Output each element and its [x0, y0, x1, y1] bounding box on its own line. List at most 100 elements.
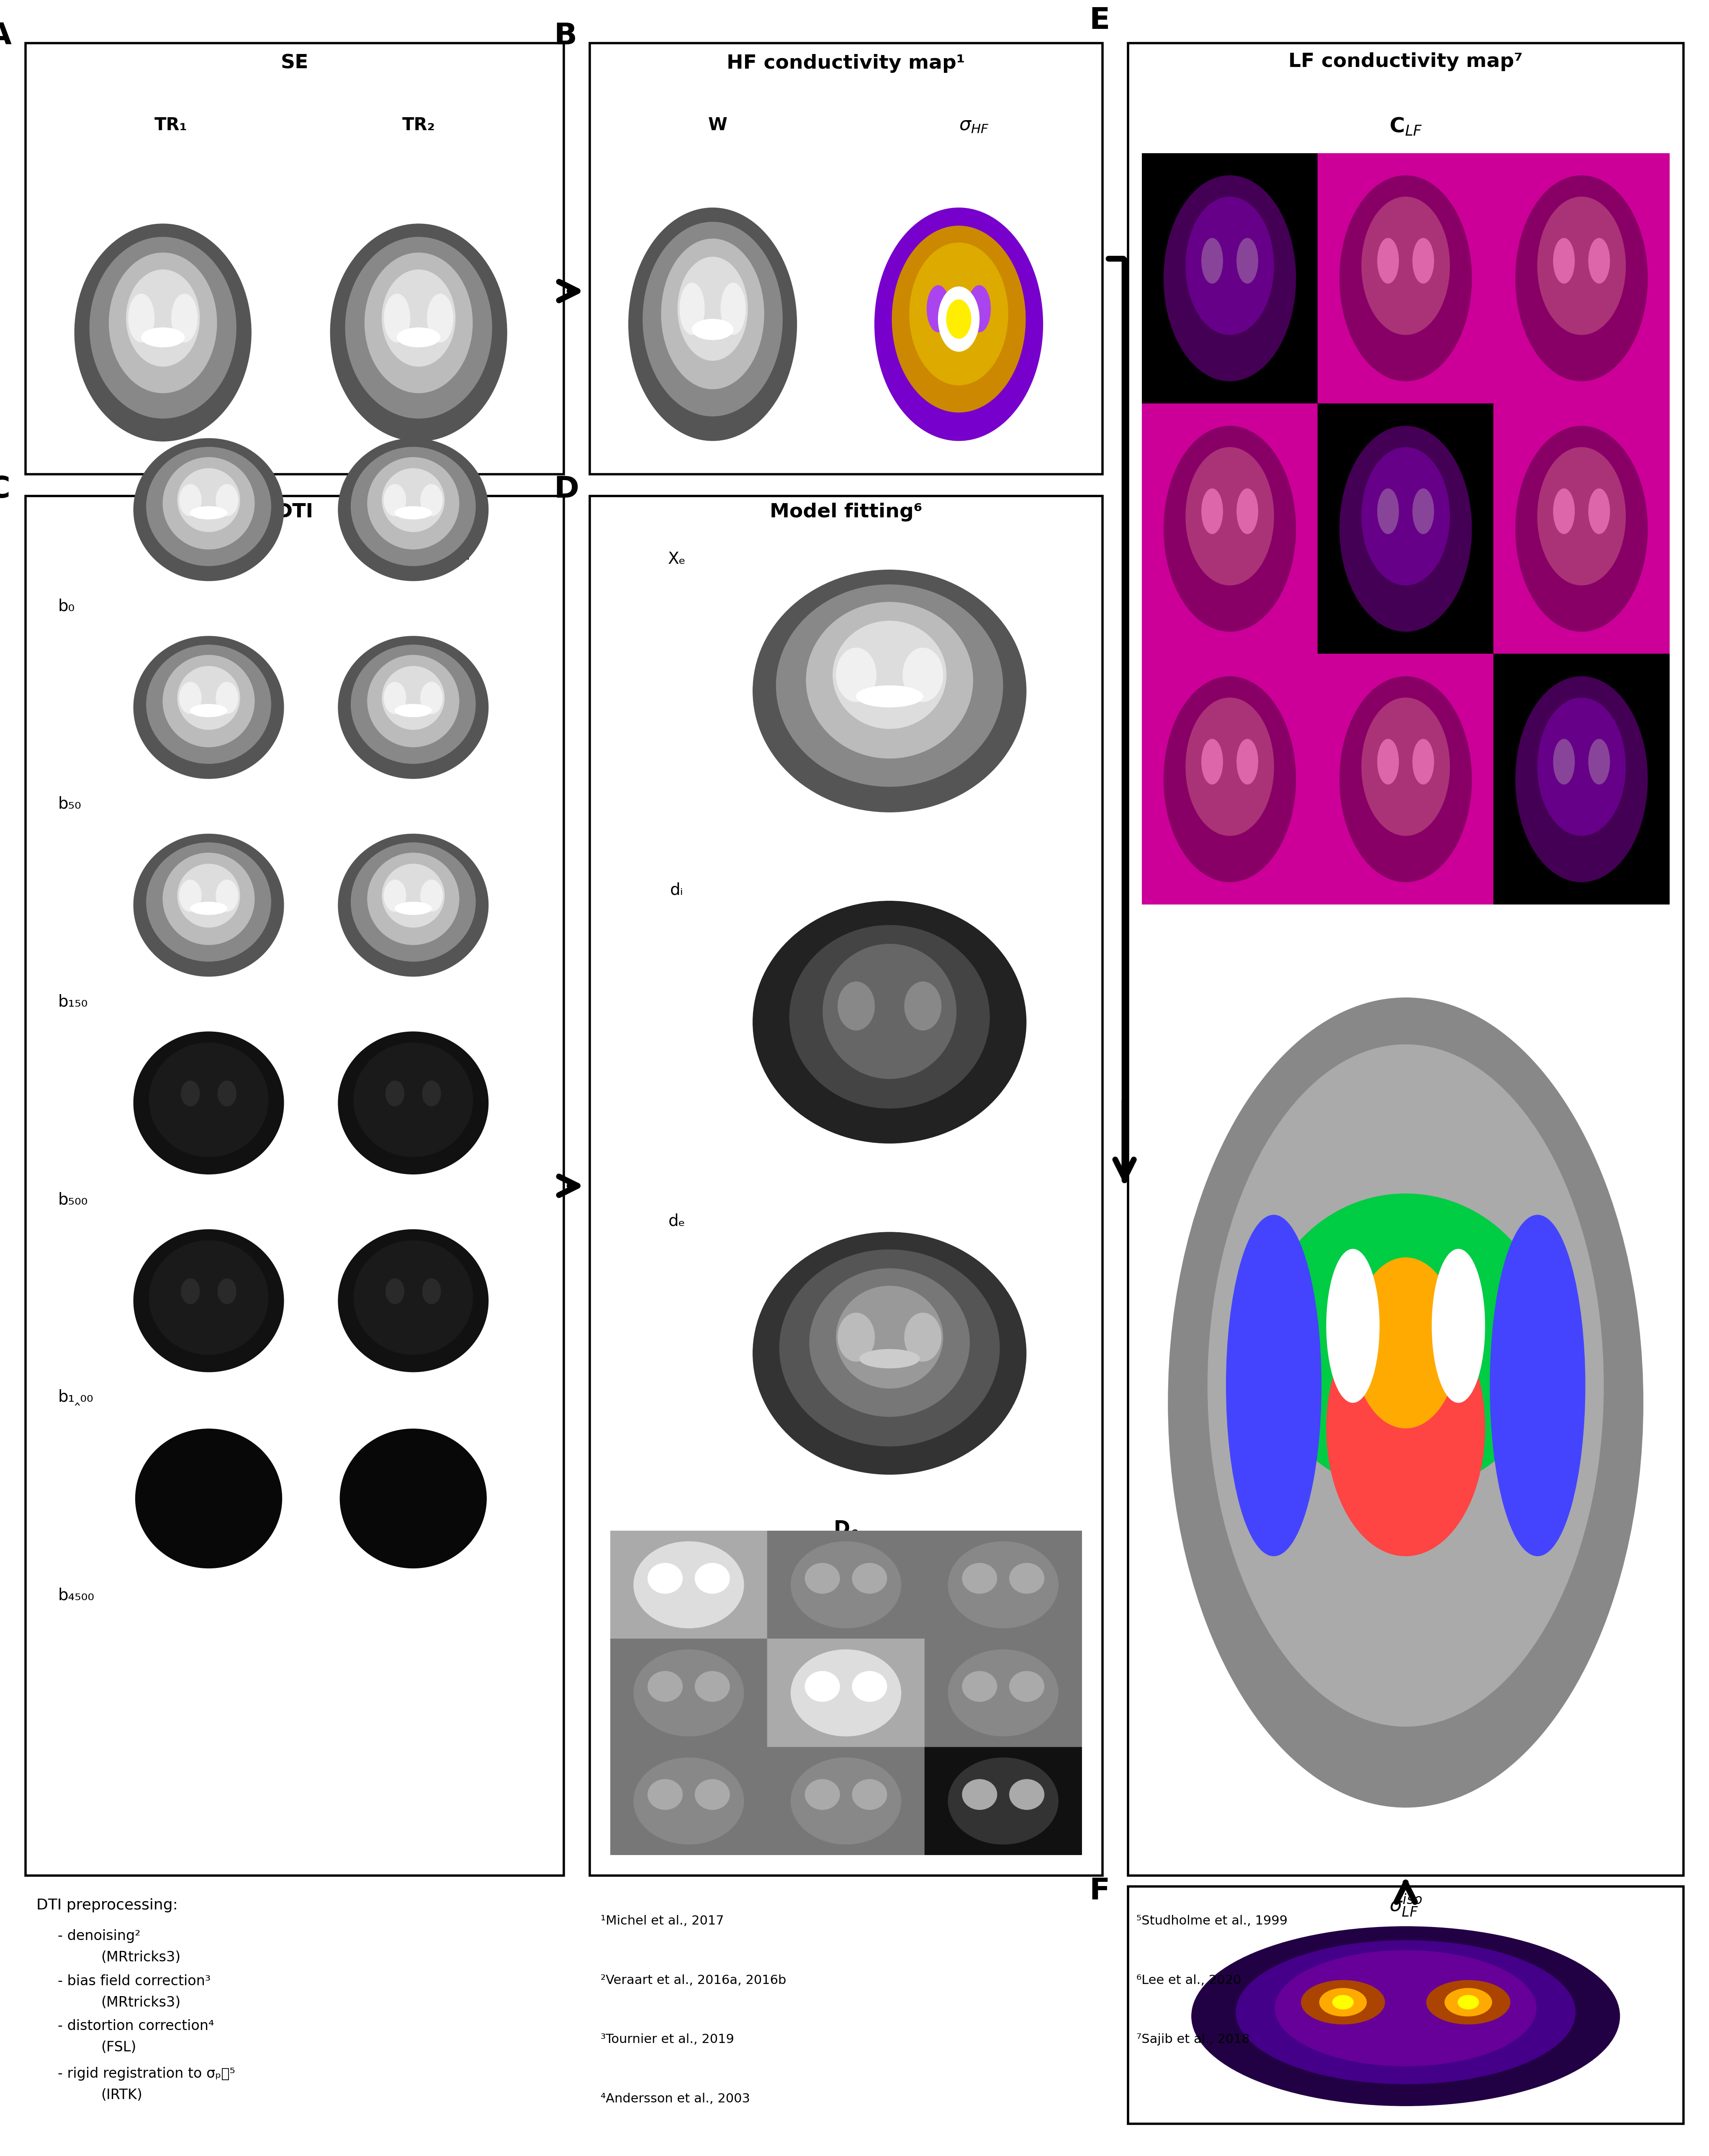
Ellipse shape: [354, 1240, 473, 1354]
Ellipse shape: [109, 252, 217, 392]
Ellipse shape: [805, 1671, 839, 1701]
Ellipse shape: [1553, 489, 1574, 535]
Ellipse shape: [1516, 677, 1647, 882]
Ellipse shape: [1516, 427, 1647, 632]
Ellipse shape: [338, 1229, 489, 1371]
Ellipse shape: [1201, 237, 1222, 282]
Ellipse shape: [648, 1779, 682, 1809]
Ellipse shape: [1208, 1046, 1603, 1727]
Ellipse shape: [422, 1279, 441, 1304]
Text: no prep.: no prep.: [179, 548, 248, 563]
Ellipse shape: [904, 981, 942, 1031]
Ellipse shape: [926, 285, 950, 332]
Ellipse shape: [1444, 1988, 1492, 2016]
Text: (IRTK): (IRTK): [101, 2087, 142, 2102]
Ellipse shape: [967, 285, 991, 332]
Ellipse shape: [181, 1080, 200, 1106]
Ellipse shape: [179, 485, 202, 515]
Ellipse shape: [1490, 1216, 1584, 1557]
Ellipse shape: [948, 1649, 1058, 1736]
Bar: [1142, 403, 1318, 653]
Ellipse shape: [1169, 998, 1642, 1807]
Ellipse shape: [190, 705, 227, 718]
Ellipse shape: [422, 1080, 441, 1106]
Ellipse shape: [178, 468, 239, 533]
Ellipse shape: [634, 1649, 743, 1736]
Ellipse shape: [190, 901, 227, 914]
Ellipse shape: [395, 901, 432, 914]
Ellipse shape: [1301, 1981, 1384, 2024]
Ellipse shape: [1538, 446, 1625, 584]
Ellipse shape: [178, 666, 239, 729]
Ellipse shape: [133, 1033, 284, 1175]
Ellipse shape: [791, 1649, 901, 1736]
Ellipse shape: [133, 636, 284, 778]
Text: HF conductivity map¹: HF conductivity map¹: [726, 54, 966, 73]
Ellipse shape: [386, 1080, 403, 1106]
Ellipse shape: [962, 1671, 996, 1701]
Ellipse shape: [837, 981, 875, 1031]
Ellipse shape: [1354, 1257, 1458, 1427]
Ellipse shape: [1589, 489, 1610, 535]
Ellipse shape: [832, 621, 947, 729]
Ellipse shape: [142, 328, 185, 347]
Ellipse shape: [1186, 196, 1273, 334]
Bar: [1494, 653, 1670, 906]
Ellipse shape: [126, 270, 200, 367]
Ellipse shape: [1164, 677, 1295, 882]
Ellipse shape: [853, 1671, 887, 1701]
Ellipse shape: [1432, 1248, 1485, 1404]
Ellipse shape: [779, 1250, 1000, 1447]
Ellipse shape: [162, 655, 255, 746]
Ellipse shape: [338, 636, 489, 778]
Ellipse shape: [147, 843, 272, 962]
Ellipse shape: [395, 705, 432, 718]
Ellipse shape: [692, 319, 733, 341]
Bar: [1494, 403, 1670, 653]
Ellipse shape: [385, 293, 410, 343]
Ellipse shape: [385, 485, 407, 515]
Ellipse shape: [383, 865, 444, 927]
Bar: [1142, 153, 1318, 403]
Ellipse shape: [162, 457, 255, 550]
Text: (MRtricks3): (MRtricks3): [101, 1951, 181, 1964]
Ellipse shape: [680, 282, 704, 334]
Ellipse shape: [754, 1233, 1025, 1475]
Ellipse shape: [791, 1542, 901, 1628]
Ellipse shape: [678, 257, 747, 360]
Ellipse shape: [810, 1268, 969, 1416]
Bar: [925, 1531, 1082, 1639]
Ellipse shape: [1326, 1248, 1379, 1404]
Ellipse shape: [1589, 740, 1610, 785]
Ellipse shape: [217, 1279, 236, 1304]
Ellipse shape: [1186, 699, 1273, 837]
Bar: [610, 1531, 767, 1639]
Ellipse shape: [1164, 175, 1295, 382]
Bar: [925, 1639, 1082, 1746]
Ellipse shape: [805, 1563, 839, 1593]
Ellipse shape: [836, 649, 877, 701]
Ellipse shape: [1377, 237, 1398, 282]
Ellipse shape: [179, 880, 202, 912]
Text: DTI: DTI: [277, 502, 313, 522]
Text: F: F: [1089, 1878, 1109, 1906]
Bar: [1318, 403, 1494, 653]
Ellipse shape: [696, 1671, 730, 1701]
Ellipse shape: [962, 1563, 996, 1593]
Text: ¹Michel et al., 2017: ¹Michel et al., 2017: [600, 1915, 725, 1927]
Ellipse shape: [1164, 427, 1295, 632]
Ellipse shape: [1413, 489, 1434, 535]
Text: Xₑ: Xₑ: [668, 552, 685, 567]
Bar: [1142, 653, 1318, 906]
Ellipse shape: [776, 584, 1003, 787]
Ellipse shape: [420, 681, 443, 714]
Text: dₑ: dₑ: [668, 1214, 685, 1229]
Text: TR₂: TR₂: [402, 116, 436, 134]
Ellipse shape: [1236, 1940, 1576, 2085]
Text: $\mathbf{C}_{LF}$: $\mathbf{C}_{LF}$: [1389, 116, 1422, 138]
Text: dᵢ: dᵢ: [670, 882, 684, 899]
Ellipse shape: [634, 1542, 743, 1628]
Ellipse shape: [1340, 427, 1471, 632]
Ellipse shape: [350, 446, 475, 565]
Ellipse shape: [1191, 1927, 1620, 2106]
